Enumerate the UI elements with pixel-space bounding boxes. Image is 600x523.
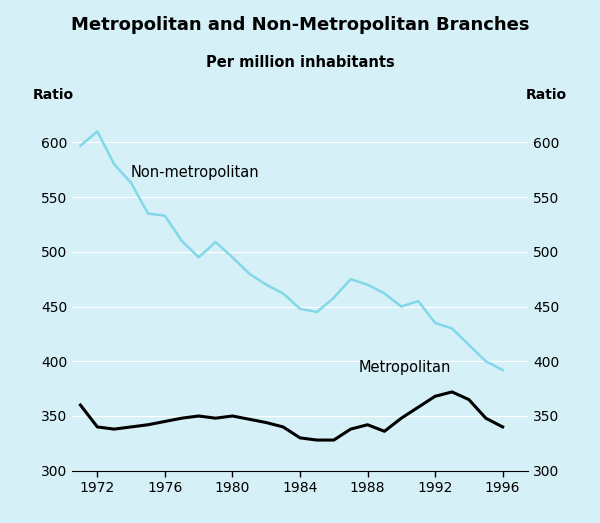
Text: Non-metropolitan: Non-metropolitan — [131, 165, 260, 180]
Text: Ratio: Ratio — [526, 88, 567, 102]
Text: Metropolitan and Non-Metropolitan Branches: Metropolitan and Non-Metropolitan Branch… — [71, 16, 529, 33]
Text: Ratio: Ratio — [33, 88, 74, 102]
Text: Per million inhabitants: Per million inhabitants — [206, 55, 394, 70]
Text: Metropolitan: Metropolitan — [359, 360, 451, 375]
